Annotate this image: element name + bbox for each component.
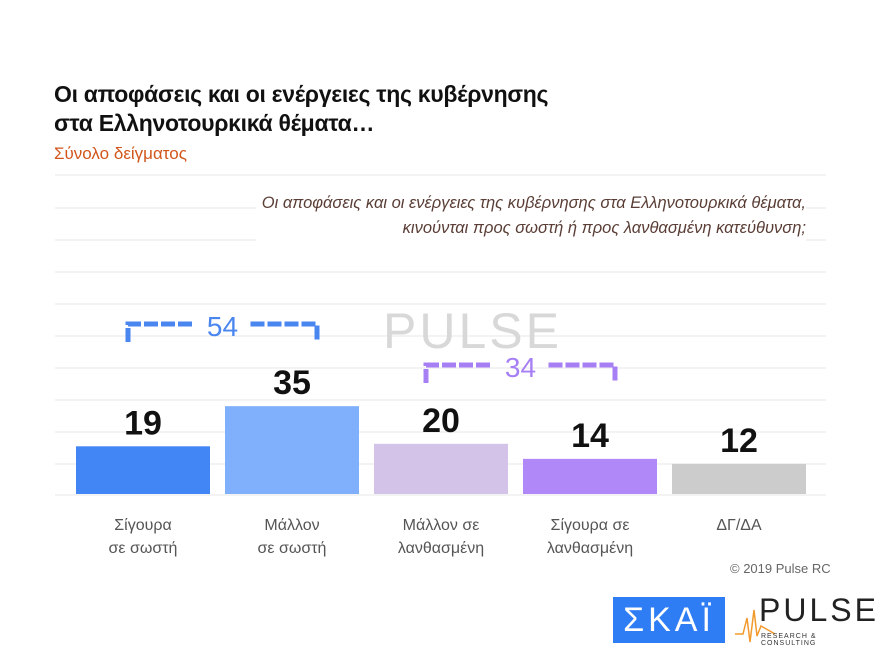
page-title: Οι αποφάσεις και οι ενέργειες της κυβέρν…: [54, 80, 549, 138]
copyright: © 2019 Pulse RC: [730, 561, 831, 576]
data-label: 35: [273, 364, 311, 402]
data-label: 19: [124, 404, 162, 442]
pulse-wave-icon: [735, 609, 775, 643]
category-label: Σίγουρα σε σωστή: [76, 514, 210, 560]
watermark-logo: PULSE: [383, 303, 562, 359]
title-line-1: Οι αποφάσεις και οι ενέργειες της κυβέρν…: [54, 81, 549, 107]
data-label: 20: [422, 402, 460, 440]
bracket-right: [548, 362, 618, 383]
bracket-total-label: 54: [207, 311, 238, 342]
question-line-1: Οι αποφάσεις και οι ενέργειες της κυβέρν…: [261, 194, 806, 212]
bracket-right: [250, 321, 320, 342]
bar: [374, 443, 508, 494]
category-label: Μάλλον σε λανθασμένη: [374, 514, 508, 560]
skai-logo: ΣΚΑΪ: [613, 597, 725, 643]
data-label: 12: [720, 422, 758, 460]
category-label-line: σε σωστή: [108, 540, 178, 557]
bar: [523, 458, 657, 494]
bracket-left: [423, 362, 493, 383]
category-label-line: Σίγουρα: [114, 517, 172, 534]
category-label-line: Μάλλον: [264, 517, 320, 534]
category-label-line: σε σωστή: [257, 540, 327, 557]
category-label-line: Σίγουρα σε: [550, 517, 630, 534]
bar: [225, 406, 359, 494]
bar: [76, 446, 210, 494]
category-label: Σίγουρα σε λανθασμένη: [523, 514, 657, 560]
category-label-line: Μάλλον σε: [402, 517, 480, 534]
category-label: ΔΓ/ΔΑ: [672, 514, 806, 537]
bracket-left: [125, 321, 195, 342]
category-label-line: λανθασμένη: [546, 540, 634, 557]
title-line-2: στα Ελληνοτουρκικά θέματα…: [54, 110, 375, 136]
question-text: Οι αποφάσεις και οι ενέργειες της κυβέρν…: [255, 191, 806, 241]
bracket-total-label: 34: [505, 352, 536, 383]
category-label-line: ΔΓ/ΔΑ: [716, 517, 762, 534]
bar: [672, 463, 806, 494]
category-label-line: λανθασμένη: [397, 540, 485, 557]
question-line-2: κινούνται προς σωστή ή προς λανθασμένη κ…: [402, 219, 806, 237]
subtitle: Σύνολο δείγματος: [54, 144, 187, 163]
pulse-logo: PULSE RESEARCH & CONSULTING: [735, 592, 876, 647]
data-label: 14: [571, 417, 609, 455]
category-label: Μάλλον σε σωστή: [225, 514, 359, 560]
